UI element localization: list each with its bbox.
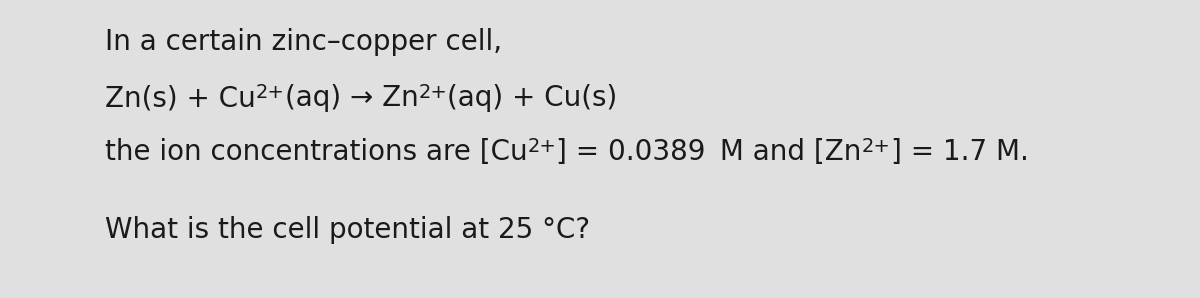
Text: 2+: 2+: [528, 137, 557, 156]
Text: In a certain zinc–copper cell,: In a certain zinc–copper cell,: [106, 28, 502, 56]
Text: the ion concentrations are [Cu: the ion concentrations are [Cu: [106, 138, 528, 166]
Text: What is the cell potential at 25 °C?: What is the cell potential at 25 °C?: [106, 216, 590, 244]
Text: (aq) + Cu(s): (aq) + Cu(s): [448, 84, 618, 112]
Text: ] = 0.0389  M and [Zn: ] = 0.0389 M and [Zn: [557, 138, 862, 166]
Text: 2+: 2+: [256, 83, 284, 102]
Text: (aq) → Zn: (aq) → Zn: [284, 84, 419, 112]
Text: 2+: 2+: [862, 137, 890, 156]
Text: 2+: 2+: [419, 83, 448, 102]
Text: ] = 1.7 M.: ] = 1.7 M.: [890, 138, 1028, 166]
Text: Zn(s) + Cu: Zn(s) + Cu: [106, 84, 256, 112]
